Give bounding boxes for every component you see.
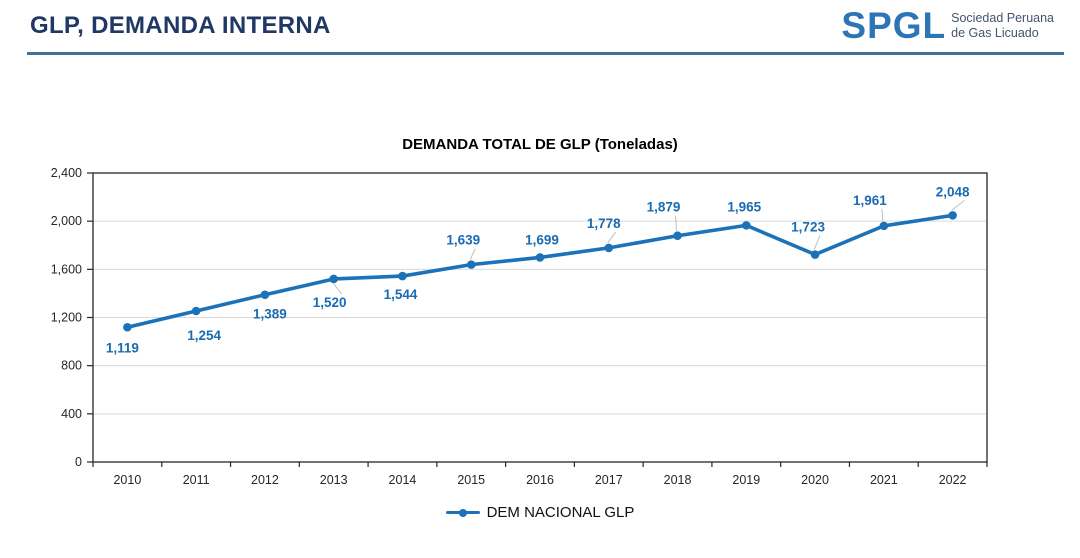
svg-text:2019: 2019	[732, 473, 760, 487]
legend-label: DEM NACIONAL GLP	[486, 504, 635, 521]
x-axis: 2010 2011 2012 2013 2014 2015 2016 2017 2018 2019…	[92, 462, 988, 487]
svg-text:1,520: 1,520	[313, 295, 347, 310]
spgl-logo-tagline-line1: Sociedad Peruana	[951, 11, 1054, 26]
svg-text:1,723: 1,723	[791, 220, 825, 235]
svg-text:2021: 2021	[870, 473, 898, 487]
header-divider	[27, 52, 1064, 55]
svg-text:0: 0	[75, 455, 82, 469]
data-labels: 1,119 1,254 1,389 1,520 1,544 1,639 1,699 1,778…	[106, 184, 970, 355]
series-markers	[123, 211, 957, 332]
svg-text:2,400: 2,400	[51, 166, 82, 180]
svg-text:1,961: 1,961	[853, 193, 887, 208]
svg-text:1,254: 1,254	[187, 328, 221, 343]
svg-text:2020: 2020	[801, 473, 829, 487]
spgl-logo-tagline: Sociedad Peruana de Gas Licuado	[951, 11, 1054, 40]
leader-lines	[333, 199, 965, 295]
svg-text:1,879: 1,879	[647, 200, 681, 215]
gridlines	[93, 220, 987, 415]
page-title: GLP, DEMANDA INTERNA	[30, 12, 331, 39]
svg-text:2014: 2014	[389, 473, 417, 487]
svg-text:2017: 2017	[595, 473, 623, 487]
svg-text:800: 800	[61, 359, 82, 373]
svg-text:2012: 2012	[251, 473, 279, 487]
svg-text:1,200: 1,200	[51, 311, 82, 325]
svg-text:1,389: 1,389	[253, 307, 287, 322]
spgl-logo-tagline-line2: de Gas Licuado	[951, 25, 1039, 40]
svg-text:1,965: 1,965	[727, 199, 761, 214]
svg-text:2022: 2022	[939, 473, 967, 487]
svg-text:1,600: 1,600	[51, 262, 82, 276]
svg-text:2010: 2010	[113, 473, 141, 487]
legend-line-marker-icon	[445, 506, 480, 520]
svg-text:2016: 2016	[526, 473, 554, 487]
legend-dot-icon	[458, 508, 467, 517]
svg-text:400: 400	[61, 407, 82, 421]
y-axis: 0 400 800 1,200 1,600 2,000 2,400	[51, 166, 93, 469]
svg-text:2018: 2018	[664, 473, 692, 487]
chart-title: DEMANDA TOTAL DE GLP (Toneladas)	[402, 136, 678, 153]
chart-legend: DEM NACIONAL GLP	[93, 504, 987, 521]
svg-text:2,000: 2,000	[51, 214, 82, 228]
svg-text:2011: 2011	[183, 473, 210, 487]
svg-text:1,639: 1,639	[446, 233, 480, 248]
svg-text:1,699: 1,699	[525, 232, 559, 247]
spgl-logo: SPGL Sociedad Peruana de Gas Licuado	[841, 7, 1054, 44]
svg-text:2015: 2015	[457, 473, 485, 487]
svg-text:1,544: 1,544	[384, 287, 418, 302]
svg-text:1,778: 1,778	[587, 216, 621, 231]
spgl-logo-acronym: SPGL	[841, 5, 947, 46]
svg-text:1,119: 1,119	[106, 340, 139, 355]
svg-text:2,048: 2,048	[936, 184, 970, 199]
svg-text:2013: 2013	[320, 473, 348, 487]
